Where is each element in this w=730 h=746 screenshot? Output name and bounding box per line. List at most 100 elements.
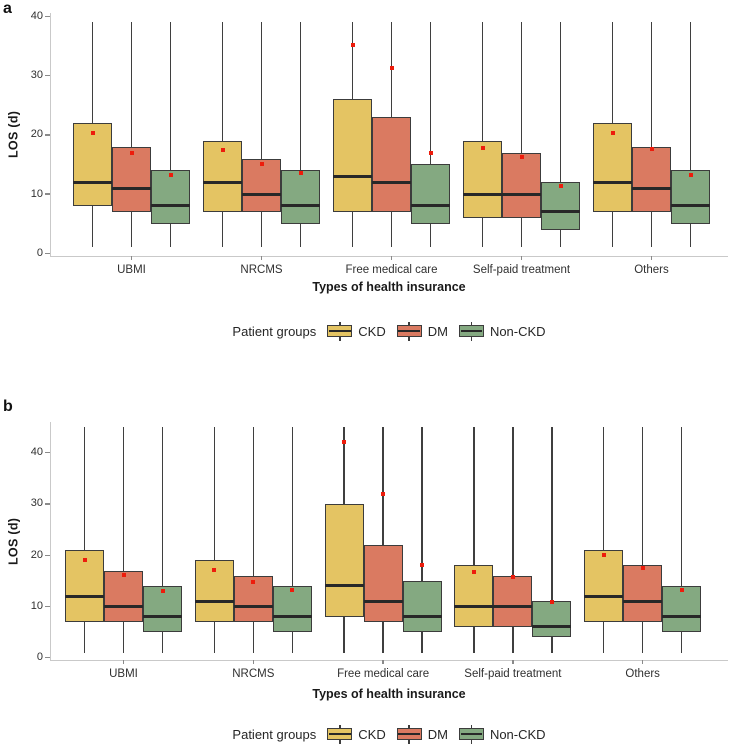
median-line xyxy=(233,604,273,608)
median-line xyxy=(112,186,151,190)
box-dm xyxy=(372,117,411,212)
box-dm xyxy=(112,146,151,212)
y-tick-mark xyxy=(45,193,50,195)
x-tick-mark xyxy=(642,660,644,664)
x-category-label: UBMI xyxy=(117,264,146,276)
median-line xyxy=(593,180,632,184)
mean-dot xyxy=(389,65,394,70)
y-tick-mark xyxy=(45,252,50,254)
x-axis-title-b: Types of health insurance xyxy=(312,687,466,701)
y-tick-mark xyxy=(45,503,50,505)
mean-dot xyxy=(519,154,524,159)
box-non-ckd xyxy=(532,601,572,638)
x-tick-mark xyxy=(130,256,133,260)
whisker-line xyxy=(130,22,133,248)
y-tick-mark xyxy=(45,134,50,136)
x-category-label: Others xyxy=(634,264,669,276)
mean-dot xyxy=(160,589,165,594)
median-line xyxy=(242,192,281,196)
legend-item-dm: DM xyxy=(396,321,448,341)
box-ckd xyxy=(203,140,242,212)
median-line xyxy=(493,604,533,608)
whisker-line xyxy=(559,22,562,248)
x-tick-mark xyxy=(252,660,254,664)
mean-dot xyxy=(90,131,95,136)
boxplot-key-icon xyxy=(458,321,484,341)
legend-label-non-ckd: Non-CKD xyxy=(489,726,546,742)
x-category-label: Free medical care xyxy=(345,264,438,276)
legend-label-ckd: CKD xyxy=(358,726,386,742)
median-line xyxy=(662,615,702,619)
whisker-line xyxy=(382,427,384,653)
key-median-line xyxy=(460,329,483,333)
x-category-label: Free medical care xyxy=(337,668,430,680)
mean-dot xyxy=(168,172,173,177)
median-line xyxy=(65,594,104,598)
whisker-line xyxy=(512,427,514,653)
median-line xyxy=(363,599,403,603)
boxplot-key-icon xyxy=(396,724,422,744)
x-tick-mark xyxy=(260,256,263,260)
mean-dot xyxy=(342,440,347,445)
mean-dot xyxy=(259,161,264,166)
box-dm xyxy=(104,570,143,622)
boxplot-panel-b: 0 10 20 30 40 UBMI NRCMS Free medical care Self-… xyxy=(31,422,728,680)
x-category-label: UBMI xyxy=(109,668,138,680)
median-line xyxy=(104,604,143,608)
mean-dot xyxy=(428,151,433,156)
whisker-line xyxy=(421,427,423,653)
whisker-line xyxy=(680,427,683,653)
box-non-ckd xyxy=(662,585,702,633)
key-median-line xyxy=(398,732,421,736)
x-tick-mark xyxy=(390,256,393,260)
whisker-line xyxy=(260,22,263,248)
whisker-line xyxy=(299,22,302,248)
mean-dot xyxy=(558,183,563,188)
y-tick-label: 0 xyxy=(36,246,43,259)
legend-item-ckd: CKD xyxy=(327,724,386,744)
legend-title: Patient groups xyxy=(232,726,317,742)
boxplot-panel-a: 0 10 20 30 40 UBMI NRCMS Free medical care Self-… xyxy=(31,10,728,276)
mean-dot xyxy=(350,42,355,47)
y-tick-label: 30 xyxy=(30,69,43,82)
box-non-ckd xyxy=(281,170,320,224)
box-ckd xyxy=(324,503,364,617)
y-tick-label: 20 xyxy=(30,548,43,561)
boxplot-key-icon xyxy=(458,724,484,744)
median-line xyxy=(281,204,320,208)
median-line xyxy=(194,599,234,603)
panel-a-letter: a xyxy=(3,0,12,17)
y-tick-label: 0 xyxy=(36,651,43,664)
y-tick-label: 20 xyxy=(30,128,43,141)
mean-dot xyxy=(679,588,684,593)
y-axis-line xyxy=(50,13,52,258)
whisker-line xyxy=(161,427,164,653)
median-line xyxy=(203,180,242,184)
box-ckd xyxy=(333,99,372,212)
median-line xyxy=(324,584,364,588)
box-dm xyxy=(623,565,663,622)
whisker-line xyxy=(650,22,653,248)
x-category-label: Others xyxy=(625,668,660,680)
whisker-line xyxy=(551,427,553,653)
legend-title: Patient groups xyxy=(232,323,317,339)
y-tick-mark xyxy=(45,74,50,77)
x-tick-mark xyxy=(520,256,523,260)
x-category-label: NRCMS xyxy=(232,668,275,680)
box-ckd xyxy=(463,140,502,218)
boxplot-key-icon xyxy=(327,321,353,341)
panel-b-letter: b xyxy=(3,398,13,415)
whisker-line xyxy=(481,22,484,248)
mean-dot xyxy=(420,563,425,568)
mean-dot xyxy=(290,588,295,593)
key-median-line xyxy=(398,329,421,333)
whisker-line xyxy=(520,22,523,248)
box-ckd xyxy=(454,565,494,627)
y-tick-mark xyxy=(45,452,50,454)
whisker-line xyxy=(602,427,605,653)
mean-dot xyxy=(82,557,87,562)
box-ckd xyxy=(65,550,104,622)
box-ckd xyxy=(584,550,624,622)
key-median-line xyxy=(328,329,351,333)
y-tick-label: 30 xyxy=(30,497,43,510)
